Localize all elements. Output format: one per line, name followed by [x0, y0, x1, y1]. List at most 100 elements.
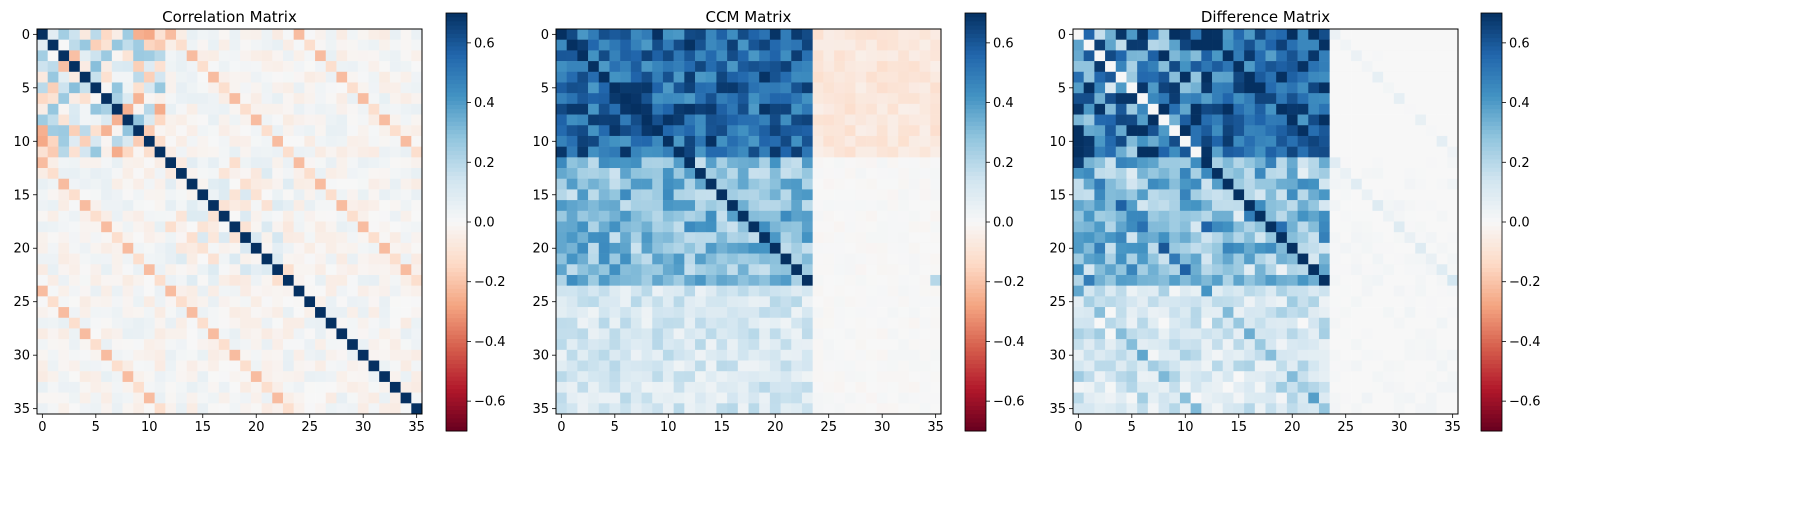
heatmap-cell — [1340, 39, 1352, 51]
heatmap-cell — [801, 296, 813, 308]
colorbar-segment — [1481, 146, 1502, 152]
heatmap-cell — [1169, 232, 1181, 244]
heatmap-cell — [69, 168, 81, 180]
heatmap-cell — [165, 339, 177, 351]
heatmap-cell — [769, 392, 781, 404]
heatmap-cell — [759, 29, 771, 40]
heatmap-cell — [154, 371, 166, 383]
heatmap-cell — [791, 360, 803, 372]
colorbar-segment — [1481, 372, 1502, 378]
heatmap-cell — [1190, 200, 1202, 212]
heatmap-cell — [304, 371, 316, 383]
heatmap-cell — [1436, 103, 1448, 115]
heatmap-cell — [229, 392, 241, 404]
heatmap-cell — [566, 349, 578, 361]
heatmap-cell — [1404, 146, 1416, 158]
heatmap-cell — [1318, 285, 1330, 297]
heatmap-cell — [1308, 157, 1320, 169]
heatmap-cell — [652, 392, 664, 404]
heatmap-cell — [176, 178, 188, 190]
heatmap-cell — [812, 157, 824, 169]
heatmap-cell — [272, 200, 284, 212]
heatmap-cell — [1169, 200, 1181, 212]
heatmap-cell — [1201, 221, 1213, 233]
heatmap-cell — [1244, 39, 1256, 51]
heatmap-cell — [588, 71, 600, 83]
heatmap-cell — [1137, 307, 1149, 319]
heatmap-cell — [609, 189, 621, 201]
heatmap-cell — [1212, 339, 1224, 351]
heatmap-cell — [620, 349, 632, 361]
heatmap-cell — [748, 71, 760, 83]
heatmap-cell — [240, 232, 252, 244]
heatmap-cell — [780, 242, 792, 254]
heatmap-cell — [919, 168, 931, 180]
heatmap-cell — [855, 274, 867, 286]
heatmap-cell — [1372, 189, 1384, 201]
heatmap-cell — [176, 339, 188, 351]
colorbar-segment — [965, 188, 986, 194]
heatmap-cell — [282, 93, 294, 105]
heatmap-cell — [844, 50, 856, 62]
heatmap-cell — [154, 296, 166, 308]
heatmap-cell — [90, 168, 102, 180]
heatmap-cell — [101, 381, 113, 393]
heatmap-cell — [47, 253, 59, 265]
heatmap-cell — [919, 264, 931, 276]
heatmap-cell — [325, 114, 337, 126]
heatmap-cell — [1286, 264, 1298, 276]
colorbar-tick-label: −0.4 — [993, 335, 1025, 350]
heatmap-cell — [1372, 200, 1384, 212]
heatmap-cell — [577, 189, 589, 201]
heatmap-cell — [908, 371, 920, 383]
heatmap-cell — [379, 125, 391, 137]
heatmap-cell — [1436, 381, 1448, 393]
heatmap-cell — [1340, 146, 1352, 158]
colorbar-segment — [965, 389, 986, 394]
heatmap-cell — [400, 349, 412, 361]
colorbar-segment — [965, 272, 986, 277]
heatmap-cell — [400, 135, 412, 147]
heatmap-cell — [620, 242, 632, 254]
heatmap-cell — [769, 157, 781, 169]
heatmap-cell — [1351, 264, 1363, 276]
heatmap-cell — [673, 253, 685, 265]
heatmap-cell — [769, 232, 781, 244]
heatmap-cell — [400, 146, 412, 158]
heatmap-cell — [598, 274, 610, 286]
heatmap-cell — [556, 71, 567, 83]
heatmap-cell — [165, 103, 177, 115]
colorbar-segment — [965, 104, 986, 110]
heatmap-cell — [866, 210, 878, 222]
heatmap-cell — [556, 232, 567, 244]
heatmap-cell — [37, 61, 48, 73]
heatmap-cell — [1383, 157, 1395, 169]
heatmap-cell — [1351, 285, 1363, 297]
heatmap-cell — [919, 349, 931, 361]
colorbar-segment — [446, 267, 467, 273]
heatmap-cell — [1222, 328, 1234, 340]
heatmap-cell — [229, 264, 241, 276]
heatmap-cell — [101, 253, 113, 265]
heatmap-cell — [823, 39, 835, 51]
heatmap-cell — [1158, 157, 1170, 169]
heatmap-cell — [1286, 168, 1298, 180]
colorbar-segment — [965, 359, 986, 365]
heatmap-cell — [122, 360, 134, 372]
heatmap-cell — [208, 392, 220, 404]
heatmap-cell — [834, 328, 846, 340]
heatmap-cell — [588, 50, 600, 62]
heatmap-cell — [69, 125, 81, 137]
heatmap-cell — [834, 39, 846, 51]
heatmap-cell — [609, 285, 621, 297]
heatmap-cell — [122, 189, 134, 201]
heatmap-cell — [609, 93, 621, 105]
heatmap-cell — [1233, 339, 1245, 351]
heatmap-cell — [1169, 61, 1181, 73]
heatmap-cell — [556, 157, 567, 169]
heatmap-cell — [250, 178, 262, 190]
heatmap-cell — [186, 146, 198, 158]
heatmap-cell — [748, 317, 760, 329]
heatmap-cell — [727, 103, 739, 115]
colorbar-segment — [446, 192, 467, 198]
